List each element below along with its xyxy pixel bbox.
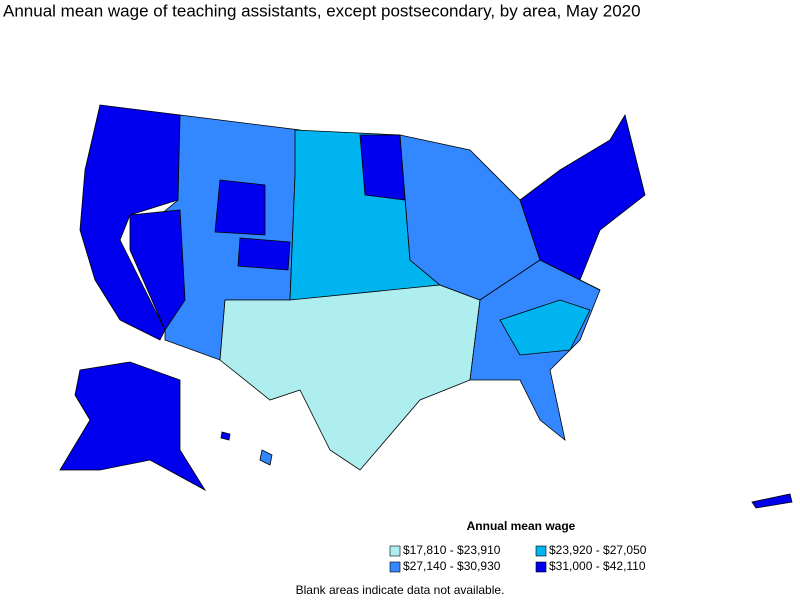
nevada-region: [129, 209, 186, 331]
alaska: [59, 361, 207, 492]
carolina-region: [499, 299, 591, 356]
legend-title: Annual mean wage: [467, 519, 576, 533]
colorado-region: [237, 237, 291, 271]
us-map: [59, 104, 793, 509]
map-title: Annual mean wage of teaching assistants,…: [3, 1, 641, 20]
legend-label: $23,920 - $27,050: [549, 543, 647, 557]
hawaii: [259, 449, 273, 466]
legend-label: $17,810 - $23,910: [403, 543, 501, 557]
footnote: Blank areas indicate data not available.: [296, 583, 505, 597]
legend: $17,810 - $23,910 $23,920 - $27,050 $27,14…: [389, 543, 647, 573]
dakota-region: [359, 134, 406, 201]
legend-label: $31,000 - $42,110: [549, 559, 646, 573]
puerto-rico: [751, 493, 793, 509]
legend-swatch: [389, 561, 401, 573]
northeast-region: [519, 113, 646, 291]
legend-swatch: [389, 545, 401, 557]
legend-swatch: [535, 545, 547, 557]
south-central-region: [219, 284, 481, 471]
wyoming-region: [214, 179, 266, 236]
legend-swatch: [535, 561, 547, 573]
hawaii-west: [220, 431, 231, 441]
legend-label: $27,140 - $30,930: [403, 559, 501, 573]
